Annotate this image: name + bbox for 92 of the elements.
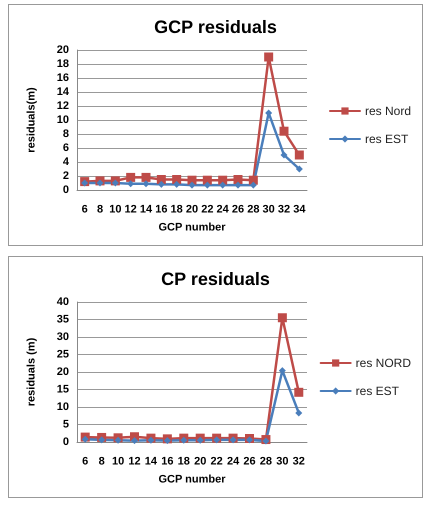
y-axis-title: residuals (m) [26, 337, 38, 406]
y-tick-label: 30 [56, 331, 69, 343]
point [158, 180, 165, 188]
legend-label: res EST [356, 384, 400, 398]
point [264, 52, 274, 62]
point [280, 152, 288, 158]
x-tick-label: 14 [144, 456, 158, 468]
point [98, 436, 106, 444]
x-tick-label: 6 [82, 456, 88, 468]
x-tick-label: 32 [292, 456, 305, 468]
point [234, 175, 242, 184]
x-tick-label: 24 [216, 204, 230, 216]
point [173, 180, 180, 188]
point [219, 182, 226, 189]
y-tick-label: 2 [62, 170, 69, 182]
point [142, 180, 150, 188]
point [294, 388, 304, 397]
y-tick-label: 40 [56, 296, 69, 308]
y-tick-label: 6 [62, 142, 69, 154]
x-tick-label: 34 [293, 204, 306, 216]
point [114, 436, 122, 444]
point [81, 180, 88, 186]
x-tick-label: 18 [170, 204, 183, 216]
x-tick-label: 6 [82, 204, 88, 216]
y-tick-label: 14 [56, 86, 70, 98]
y-tick-label: 8 [62, 128, 69, 140]
y-tick-label: 25 [56, 348, 69, 360]
point [204, 182, 211, 189]
point [188, 176, 196, 185]
y-tick-label: 4 [62, 156, 70, 168]
y-tick-label: 12 [56, 100, 69, 112]
legend-label: res NORD [356, 356, 412, 370]
y-tick-label: 10 [56, 114, 69, 126]
point [295, 409, 302, 416]
chart-title: GCP residuals [154, 17, 277, 37]
point [230, 436, 237, 444]
point [296, 166, 303, 172]
chart-title: CP residuals [161, 269, 270, 289]
y-tick-label: 16 [56, 72, 69, 84]
point [164, 437, 171, 444]
point [278, 313, 287, 322]
point [213, 436, 220, 444]
x-tick-label: 24 [226, 456, 240, 468]
y-tick-label: 20 [56, 366, 69, 378]
x-tick-label: 8 [96, 204, 104, 216]
point [126, 172, 136, 182]
point [234, 182, 242, 189]
y-tick-label: 20 [56, 44, 69, 56]
x-tick-label: 12 [124, 204, 137, 216]
x-tick-label: 28 [260, 456, 272, 468]
x-tick-label: 22 [210, 456, 223, 468]
y-tick-label: 35 [56, 314, 69, 326]
x-tick-label: 26 [232, 204, 244, 216]
point [280, 126, 288, 136]
x-axis-title: GCP number [158, 474, 226, 486]
x-tick-label: 12 [128, 456, 141, 468]
x-tick-label: 28 [247, 204, 260, 216]
x-tick-label: 20 [186, 204, 198, 216]
x-tick-label: 20 [194, 456, 206, 468]
point [82, 436, 89, 443]
x-tick-label: 32 [278, 204, 290, 216]
x-axis-title: GCP number [158, 222, 226, 234]
x-tick-label: 10 [112, 456, 124, 468]
point [96, 180, 104, 186]
y-tick-label: 18 [56, 58, 69, 70]
x-tick-label: 26 [243, 456, 256, 468]
y-tick-label: 0 [62, 436, 69, 448]
y-tick-label: 0 [62, 184, 69, 196]
legend-label: res EST [364, 132, 409, 146]
x-tick-label: 30 [262, 204, 275, 216]
y-tick-label: 5 [62, 418, 69, 430]
y-tick-label: 15 [56, 384, 69, 396]
point [294, 150, 304, 160]
point [250, 182, 257, 189]
point [147, 436, 154, 444]
x-tick-label: 10 [109, 204, 122, 216]
point [142, 172, 150, 182]
point [112, 180, 119, 186]
y-tick-label: 10 [56, 401, 69, 413]
point [131, 437, 138, 444]
x-tick-label: 18 [178, 456, 190, 468]
x-tick-label: 8 [98, 456, 105, 468]
x-tick-label: 14 [140, 204, 153, 216]
y-axis-title: residuals(m) [26, 86, 38, 153]
x-tick-label: 16 [155, 204, 168, 216]
point [196, 436, 204, 444]
point [180, 436, 188, 444]
x-tick-label: 22 [201, 204, 214, 216]
point [188, 182, 196, 189]
x-tick-label: 16 [161, 456, 174, 468]
x-tick-label: 30 [276, 456, 288, 468]
legend-label: res Nord [364, 104, 411, 118]
